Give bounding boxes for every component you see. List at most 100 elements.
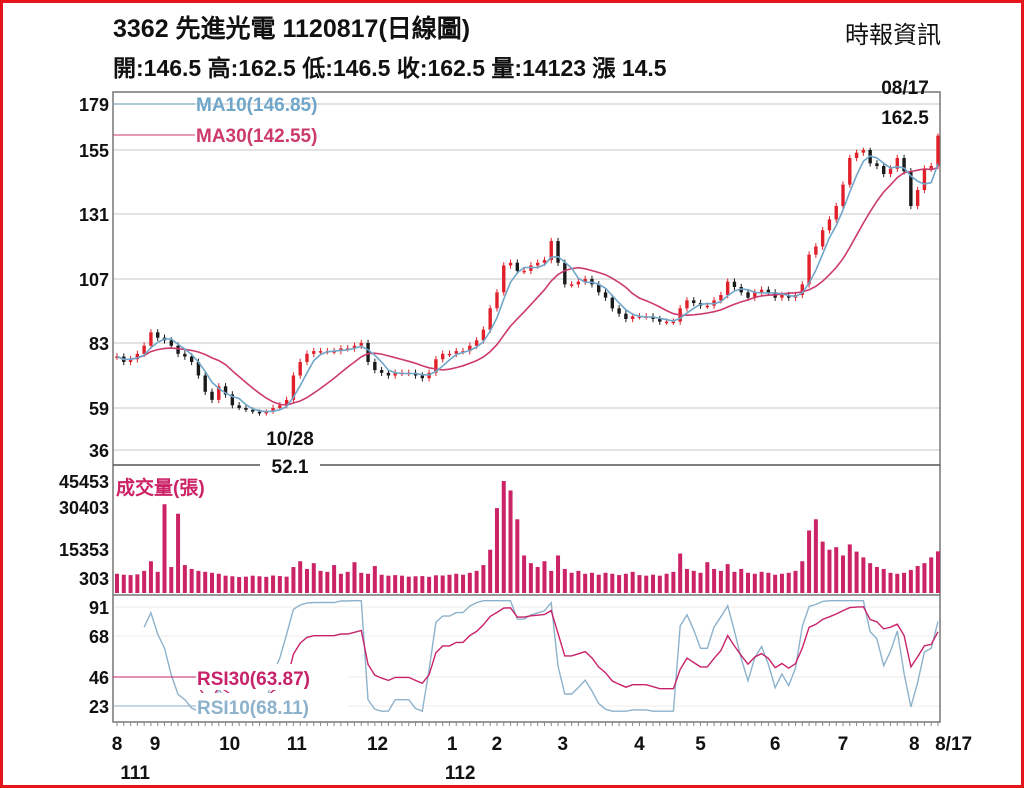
volume-bar	[379, 574, 384, 593]
volume-bar	[318, 570, 323, 593]
candle-body	[156, 332, 160, 338]
price-tick-label: 59	[89, 399, 109, 419]
candle-body	[278, 405, 282, 408]
candle-body	[854, 152, 859, 158]
candle-body	[624, 313, 628, 319]
low-value-annotation: 52.1	[272, 457, 309, 478]
volume-bar	[250, 575, 255, 593]
price-tick-label: 83	[89, 334, 109, 354]
rsi-legend-rsi10: RSI10(68.11)	[197, 698, 309, 719]
candle-body	[922, 168, 927, 190]
volume-bar	[671, 571, 676, 593]
volume-bar	[427, 576, 432, 593]
volume-bar	[291, 567, 296, 593]
candle-body	[352, 345, 357, 349]
rsi-tick-label: 23	[89, 697, 109, 717]
volume-bar	[902, 572, 907, 593]
volume-bar	[203, 571, 208, 593]
volume-bar	[338, 573, 343, 593]
candle-body	[725, 281, 730, 295]
candle-body	[685, 300, 689, 309]
candle-body	[617, 308, 621, 314]
candle-body	[556, 241, 560, 263]
candle-body	[217, 386, 221, 400]
volume-bar	[162, 504, 167, 593]
volume-bar	[854, 551, 859, 593]
ohlc-summary: 開:146.5 高:162.5 低:146.5 收:162.5 量:14123 …	[113, 55, 667, 81]
volume-bar	[698, 572, 703, 593]
candle-body	[827, 219, 832, 231]
volume-bar	[311, 563, 316, 593]
candle-body	[447, 353, 452, 356]
volume-bar	[603, 572, 608, 593]
volume-bar	[841, 555, 846, 593]
volume-bar	[271, 575, 276, 593]
volume-bar	[467, 572, 472, 593]
volume-bar	[569, 572, 574, 593]
candle-body	[183, 353, 187, 357]
volume-bar	[142, 570, 147, 593]
high-value-annotation: 162.5	[881, 108, 929, 129]
candle-body	[189, 356, 194, 362]
volume-bar	[196, 570, 201, 593]
candle-body	[732, 281, 737, 287]
volume-bar	[678, 553, 683, 593]
candle-body	[800, 284, 804, 295]
volume-tick-label: 303	[79, 569, 109, 589]
candle-body	[251, 409, 255, 412]
volume-tick-label: 30403	[59, 498, 109, 518]
volume-bar	[209, 572, 214, 593]
volume-bar	[644, 575, 649, 593]
volume-bar	[393, 575, 398, 593]
candle-body	[929, 166, 933, 169]
candle-body	[576, 281, 581, 285]
candle-body	[902, 158, 906, 172]
candle-body	[495, 292, 499, 309]
volume-bar	[623, 573, 628, 593]
rsi30-line	[197, 606, 939, 702]
x-axis-month-label: 4	[634, 734, 645, 755]
volume-bar	[494, 508, 499, 593]
volume-bar	[454, 573, 459, 593]
volume-bar	[562, 568, 567, 593]
x-axis-month-label: 6	[770, 734, 781, 755]
candle-body	[420, 375, 425, 379]
chart-title: 3362 先進光電 1120817(日線圖)	[113, 15, 471, 43]
rsi-legend-bg	[196, 693, 348, 719]
volume-bar	[596, 574, 601, 593]
volume-bar	[474, 570, 479, 593]
volume-bar	[576, 570, 581, 593]
volume-bar	[508, 490, 513, 593]
volume-bar	[915, 566, 920, 593]
volume-bar	[447, 574, 452, 593]
volume-bar	[277, 576, 282, 593]
candle-body	[210, 391, 214, 400]
candle-body	[705, 305, 710, 308]
volume-bar	[834, 547, 839, 593]
volume-bar	[169, 567, 174, 593]
volume-bar	[243, 576, 248, 593]
volume-bar	[732, 571, 737, 593]
candle-body	[692, 300, 696, 303]
price-legend-ma10: MA10(146.85)	[196, 95, 317, 116]
candle-body	[264, 411, 268, 414]
volume-bar	[684, 568, 689, 593]
candle-body	[284, 399, 289, 406]
candle-body	[312, 351, 316, 354]
volume-bar	[820, 541, 825, 593]
candle-body	[237, 405, 241, 408]
volume-bar	[651, 574, 656, 593]
candle-body	[915, 190, 920, 206]
x-axis-month-label: 1	[447, 734, 458, 755]
volume-bar	[359, 572, 364, 593]
volume-bar	[691, 570, 696, 593]
volume-bar	[413, 576, 418, 593]
candle-body	[664, 321, 669, 324]
candle-body	[841, 184, 845, 206]
candle-body	[488, 308, 492, 330]
volume-bar	[332, 565, 337, 593]
volume-bar	[630, 571, 635, 593]
candle-body	[298, 361, 302, 376]
low-date-annotation: 10/28	[266, 429, 314, 450]
